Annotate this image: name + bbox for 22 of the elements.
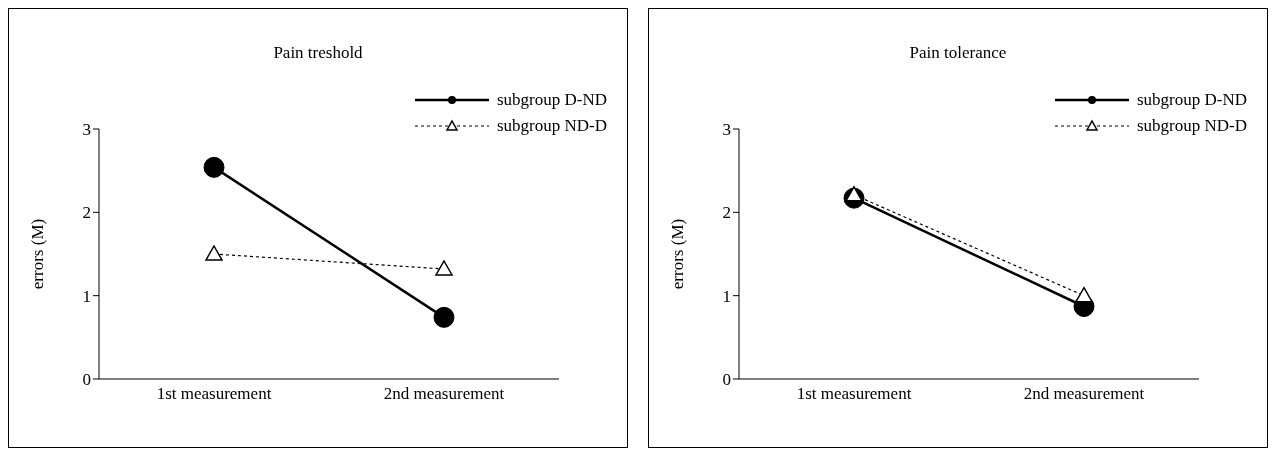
point	[203, 156, 225, 178]
y-tick-label: 3	[722, 120, 731, 140]
x-tick-label: 2nd measurement	[1023, 384, 1145, 404]
y-tick-label: 1	[82, 286, 91, 306]
y-tick-label: 0	[722, 370, 731, 390]
y-tick-label: 0	[82, 370, 91, 390]
chart-title: Pain treshold	[272, 43, 364, 63]
y-axis-title: errors (M)	[668, 218, 688, 290]
x-tick-label: 2nd measurement	[383, 384, 505, 404]
y-tick-label: 2	[82, 203, 91, 223]
legend-label: subgroup D-ND	[496, 90, 607, 110]
x-tick-label: 1st measurement	[796, 384, 912, 404]
y-tick-label: 2	[722, 203, 731, 223]
legend-label: subgroup ND-D	[496, 116, 607, 136]
y-tick-label: 3	[82, 120, 91, 140]
chart-title: Pain tolerance	[908, 43, 1008, 63]
y-axis-title: errors (M)	[28, 218, 48, 290]
y-tick-label: 1	[722, 286, 731, 306]
legend-label: subgroup D-ND	[1136, 90, 1247, 110]
point	[433, 306, 455, 328]
x-tick-label: 1st measurement	[156, 384, 272, 404]
legend-label: subgroup ND-D	[1136, 116, 1247, 136]
